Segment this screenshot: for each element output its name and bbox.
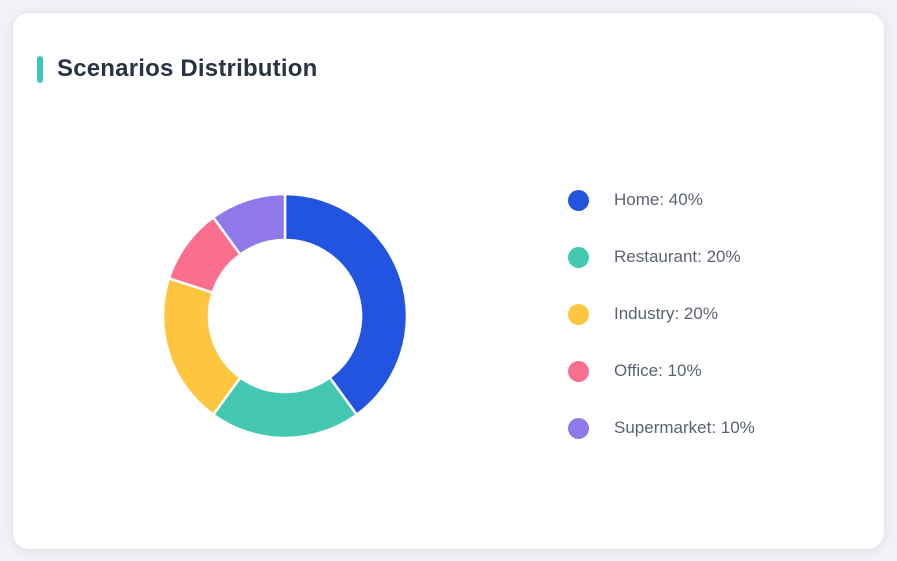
legend-label: Office: 10% bbox=[614, 361, 702, 380]
donut-segment-supermarket[interactable] bbox=[212, 192, 287, 256]
scenarios-distribution-card: Scenarios Distribution Home: 40% Restaura… bbox=[13, 13, 884, 549]
page-title: Scenarios Distribution bbox=[57, 55, 318, 82]
legend-label: Home: 40% bbox=[614, 190, 703, 209]
legend: Home: 40% Restaurant: 20% Industry: 20% Off… bbox=[568, 189, 755, 474]
legend-item-home[interactable]: Home: 40% bbox=[568, 189, 755, 211]
legend-dot-icon bbox=[568, 189, 589, 211]
legend-dot-icon bbox=[568, 417, 589, 439]
legend-item-restaurant[interactable]: Restaurant: 20% bbox=[568, 246, 755, 268]
donut-segment-home[interactable] bbox=[283, 192, 409, 416]
legend-dot-icon bbox=[568, 246, 589, 268]
card-header: Scenarios Distribution bbox=[37, 55, 317, 83]
legend-dot-icon bbox=[568, 360, 589, 382]
donut-chart-svg bbox=[161, 192, 409, 440]
legend-label: Industry: 20% bbox=[614, 304, 718, 323]
legend-label: Restaurant: 20% bbox=[614, 247, 741, 266]
title-accent-bar-icon bbox=[37, 55, 43, 83]
donut-segment-industry[interactable] bbox=[161, 277, 242, 416]
legend-item-industry[interactable]: Industry: 20% bbox=[568, 303, 755, 325]
legend-item-supermarket[interactable]: Supermarket: 10% bbox=[568, 417, 755, 439]
donut-chart bbox=[155, 186, 415, 446]
legend-dot-icon bbox=[568, 303, 589, 325]
legend-label: Supermarket: 10% bbox=[614, 418, 755, 437]
legend-item-office[interactable]: Office: 10% bbox=[568, 360, 755, 382]
